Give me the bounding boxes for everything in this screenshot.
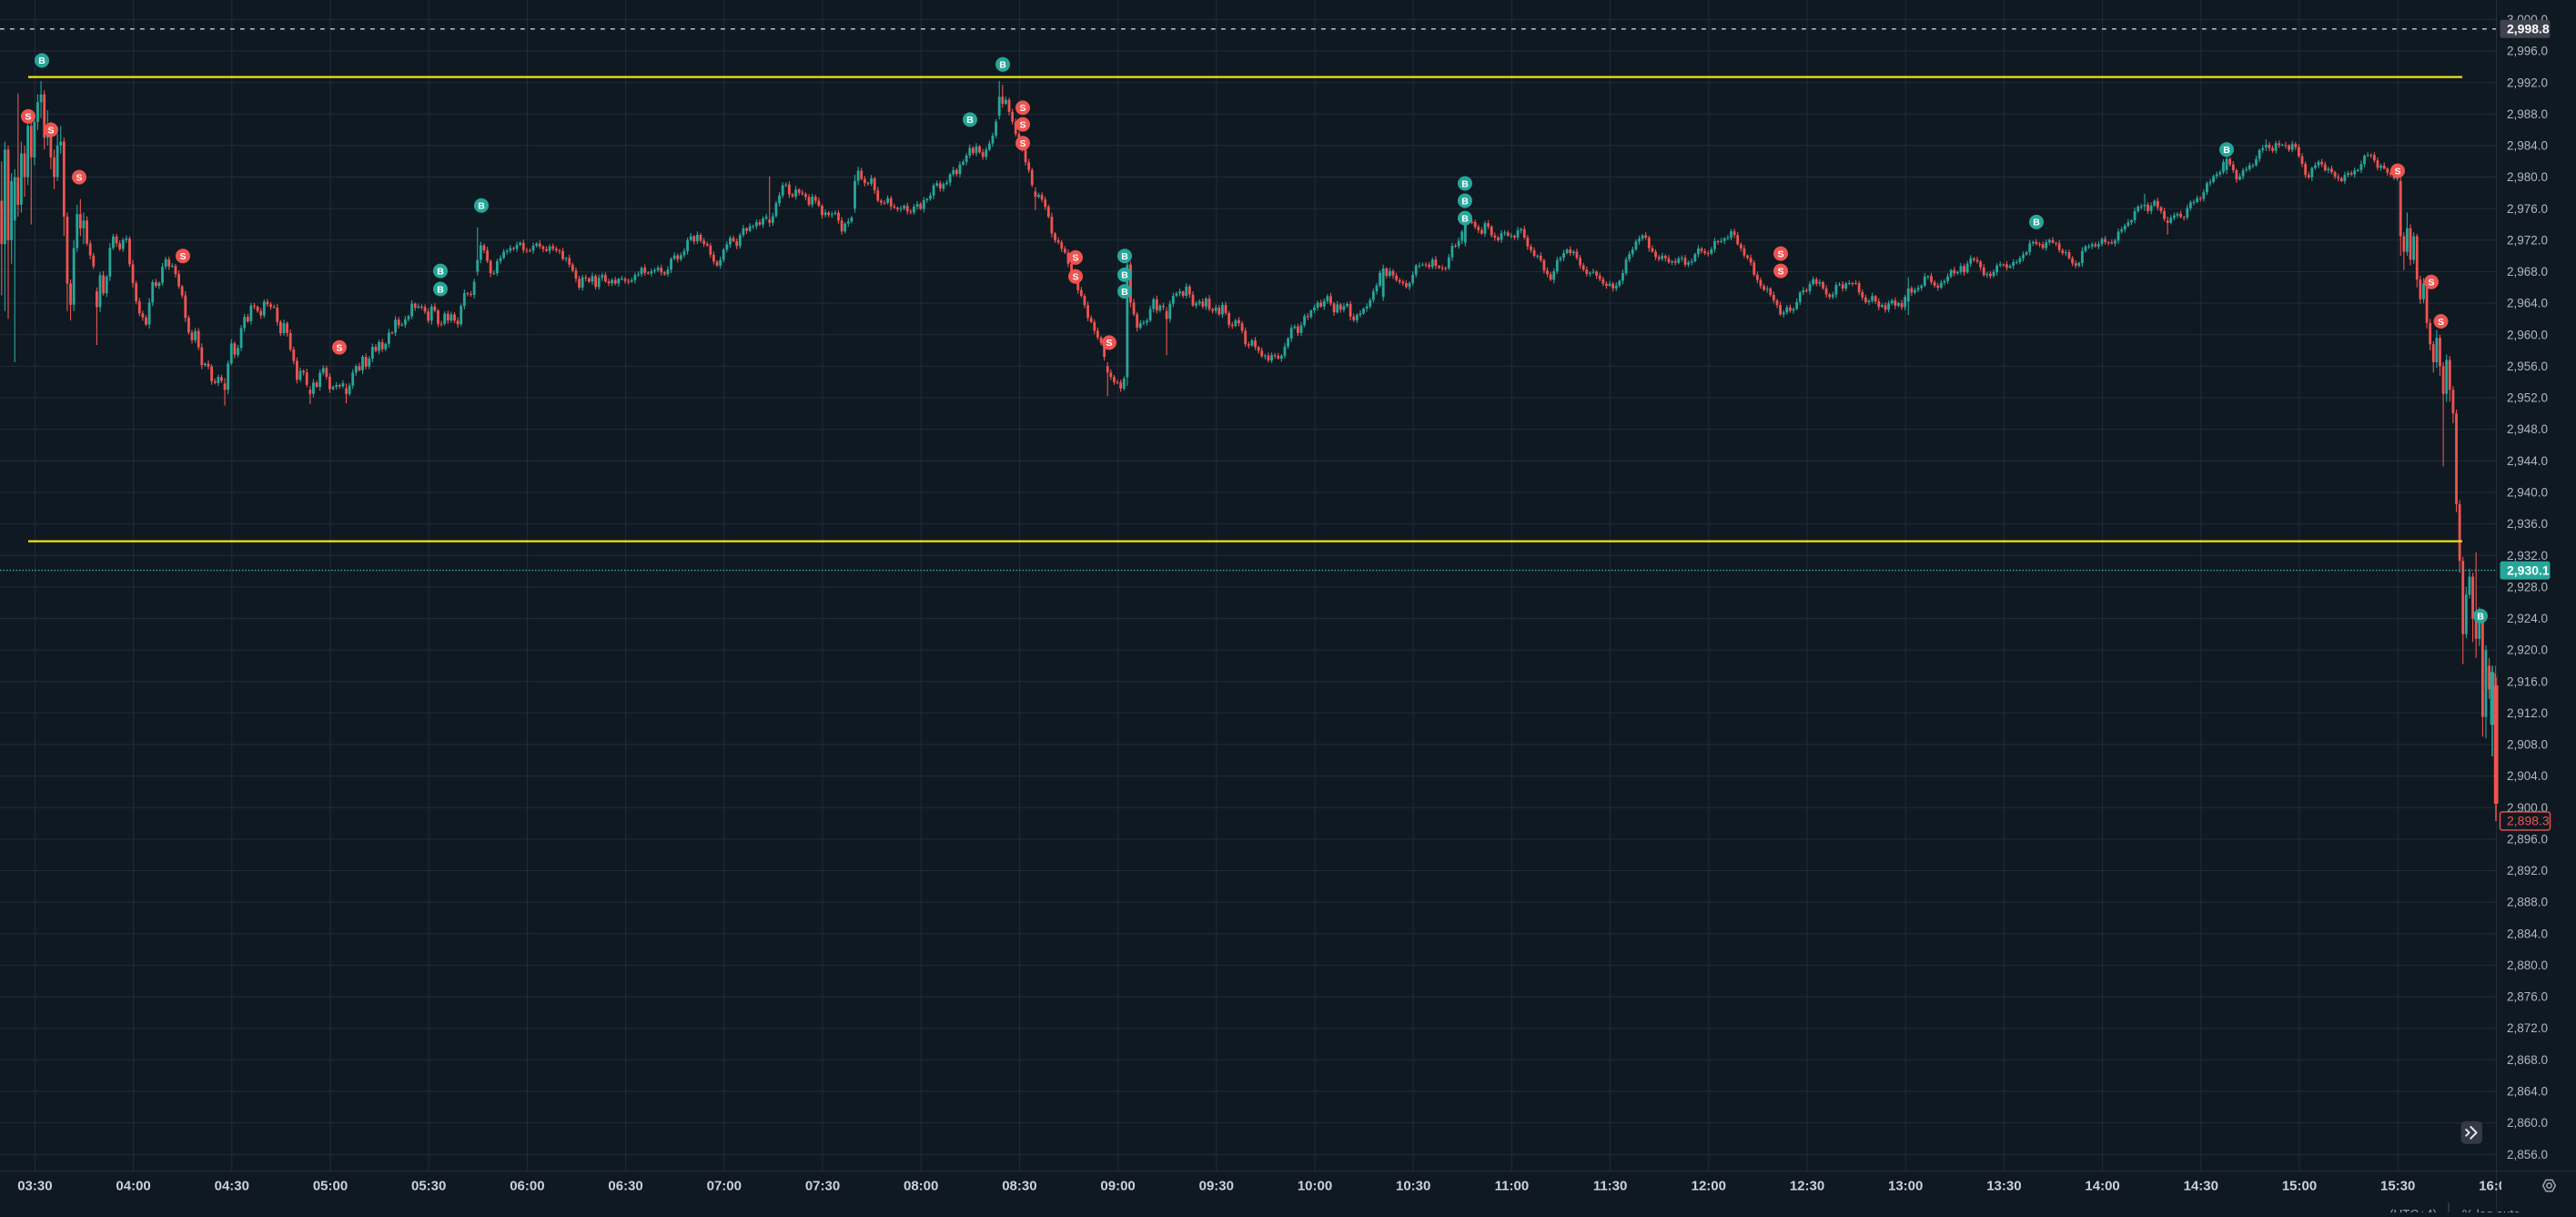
svg-text:2,964.0: 2,964.0 [2507,297,2548,310]
svg-text:07:00: 07:00 [707,1179,742,1194]
svg-text:07:30: 07:30 [805,1179,840,1194]
svg-text:2,992.0: 2,992.0 [2507,76,2548,89]
svg-text:B: B [437,266,444,277]
svg-text:2,876.0: 2,876.0 [2507,990,2548,1004]
svg-text:B: B [478,201,485,212]
svg-text:S: S [1072,272,1078,283]
svg-text:2,932.0: 2,932.0 [2507,549,2548,563]
svg-text:04:30: 04:30 [215,1179,249,1194]
svg-text:03:30: 03:30 [17,1179,52,1194]
svg-text:S: S [1777,266,1783,277]
svg-text:2,888.0: 2,888.0 [2507,896,2548,909]
svg-text:B: B [1461,196,1469,207]
svg-text:2,952.0: 2,952.0 [2507,391,2548,405]
svg-text:2,944.0: 2,944.0 [2507,454,2548,468]
svg-text:S: S [2428,278,2434,289]
svg-text:2,916.0: 2,916.0 [2507,674,2548,688]
svg-text:04:00: 04:00 [116,1179,150,1194]
svg-text:B: B [1461,178,1469,189]
svg-text:2,976.0: 2,976.0 [2507,202,2548,216]
svg-text:11:00: 11:00 [1495,1179,1530,1194]
svg-text:2,940.0: 2,940.0 [2507,486,2548,500]
svg-text:14:00: 14:00 [2085,1179,2119,1194]
svg-text:2,930.1: 2,930.1 [2507,563,2550,577]
svg-text:S: S [47,125,54,136]
svg-text:2,948.0: 2,948.0 [2507,422,2548,436]
svg-text:2,904.0: 2,904.0 [2507,769,2548,783]
svg-text:2,956.0: 2,956.0 [2507,360,2548,373]
svg-text:2,960.0: 2,960.0 [2507,328,2548,341]
svg-text:13:00: 13:00 [1888,1179,1923,1194]
svg-text:15:30: 15:30 [2380,1179,2415,1194]
svg-text:S: S [1106,338,1112,349]
svg-text:2,968.0: 2,968.0 [2507,265,2548,279]
svg-text:2,896.0: 2,896.0 [2507,832,2548,846]
svg-text:S: S [1019,138,1025,149]
svg-text:S: S [76,172,82,183]
svg-text:2,860.0: 2,860.0 [2507,1116,2548,1130]
svg-text:S: S [2438,317,2444,328]
svg-text:2,936.0: 2,936.0 [2507,517,2548,531]
svg-text:2,998.8: 2,998.8 [2507,22,2550,36]
svg-text:2,984.0: 2,984.0 [2507,139,2548,153]
svg-text:B: B [966,115,974,126]
svg-text:2,972.0: 2,972.0 [2507,233,2548,247]
svg-text:B: B [1121,251,1128,262]
svg-text:S: S [336,342,342,353]
svg-text:S: S [25,112,31,123]
svg-text:06:30: 06:30 [608,1179,642,1194]
svg-text:08:30: 08:30 [1002,1179,1036,1194]
svg-text:05:00: 05:00 [313,1179,348,1194]
svg-text:S: S [1072,253,1078,264]
svg-text:2,880.0: 2,880.0 [2507,958,2548,972]
svg-text:2,920.0: 2,920.0 [2507,644,2548,657]
svg-text:05:30: 05:30 [411,1179,446,1194]
svg-text:B: B [1121,270,1128,281]
svg-text:10:30: 10:30 [1396,1179,1430,1194]
svg-text:11:30: 11:30 [1593,1179,1628,1194]
svg-text:S: S [1019,119,1025,130]
svg-text:14:30: 14:30 [2184,1179,2218,1194]
svg-text:B: B [2033,218,2040,228]
svg-text:% log auto: % log auto [2462,1208,2520,1213]
svg-text:2,996.0: 2,996.0 [2507,45,2548,58]
svg-text:2,900.0: 2,900.0 [2507,801,2548,815]
svg-text:13:30: 13:30 [1986,1179,2021,1194]
svg-text:12:00: 12:00 [1692,1179,1726,1194]
svg-text:15:00: 15:00 [2282,1179,2317,1194]
svg-text:(UTC+4): (UTC+4) [2389,1208,2437,1213]
svg-text:12:30: 12:30 [1790,1179,1824,1194]
svg-text:S: S [179,251,186,262]
svg-text:2,988.0: 2,988.0 [2507,107,2548,121]
svg-text:08:00: 08:00 [904,1179,938,1194]
svg-text:2,928.0: 2,928.0 [2507,580,2548,593]
svg-text:2,912.0: 2,912.0 [2507,706,2548,720]
svg-text:B: B [2477,612,2484,623]
svg-text:B: B [999,60,1006,71]
svg-text:S: S [2394,166,2400,177]
svg-text:2,908.0: 2,908.0 [2507,738,2548,752]
svg-text:B: B [1461,213,1469,224]
svg-text:B: B [38,56,45,66]
svg-text:S: S [1019,103,1025,114]
svg-text:2,892.0: 2,892.0 [2507,864,2548,877]
svg-text:09:30: 09:30 [1199,1179,1234,1194]
svg-text:2,868.0: 2,868.0 [2507,1053,2548,1067]
svg-text:16:00: 16:00 [2479,1179,2513,1194]
svg-text:S: S [1777,248,1783,259]
svg-text:09:00: 09:00 [1100,1179,1135,1194]
svg-text:B: B [437,284,444,295]
svg-text:2,924.0: 2,924.0 [2507,612,2548,625]
svg-text:B: B [1121,287,1128,298]
svg-text:2,856.0: 2,856.0 [2507,1148,2548,1161]
svg-text:06:00: 06:00 [510,1179,544,1194]
svg-text:2,864.0: 2,864.0 [2507,1085,2548,1099]
svg-text:2,898.3: 2,898.3 [2507,814,2550,828]
svg-text:10:00: 10:00 [1298,1179,1332,1194]
svg-text:2,980.0: 2,980.0 [2507,170,2548,184]
svg-text:2,872.0: 2,872.0 [2507,1021,2548,1035]
svg-text:B: B [2223,145,2230,156]
svg-text:2,884.0: 2,884.0 [2507,927,2548,940]
